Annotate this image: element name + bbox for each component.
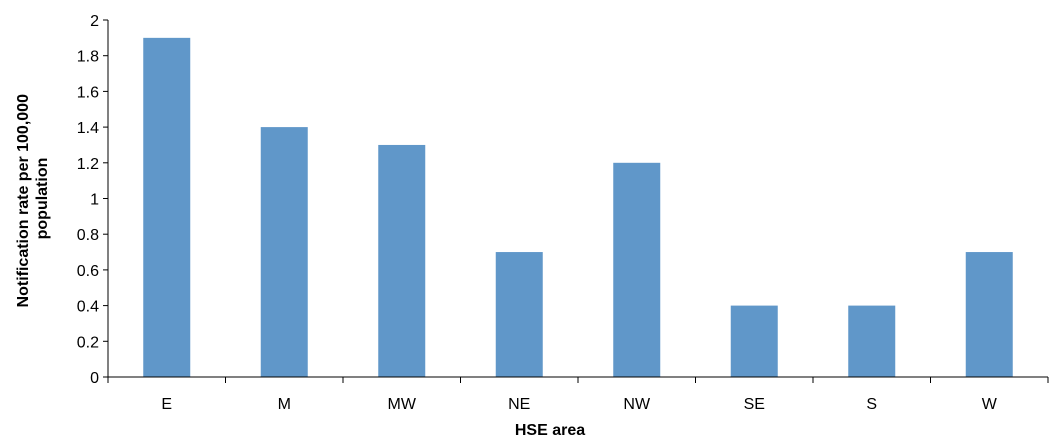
bar-s bbox=[848, 305, 896, 377]
x-tick-label: W bbox=[982, 396, 998, 413]
bar-nw bbox=[613, 162, 661, 377]
bars-layer bbox=[143, 37, 1013, 377]
y-tick-label: 0.4 bbox=[77, 299, 99, 316]
bar-w bbox=[965, 252, 1013, 377]
y-tick-label: 2 bbox=[90, 13, 99, 30]
x-ticks: E M MW NE NW SE S W bbox=[107, 377, 1049, 413]
y-tick-label: 1 bbox=[90, 192, 99, 209]
y-axis-title: Notification rate per 100,000 population bbox=[15, 90, 51, 308]
bar-e bbox=[143, 37, 191, 377]
x-axis-title: HSE area bbox=[515, 422, 585, 438]
bar-mw bbox=[378, 144, 426, 377]
y-tick-label: 1.8 bbox=[77, 49, 99, 66]
y-ticks: 0 0.2 0.4 0.6 0.8 1 1.2 1.4 1.6 1.8 2 bbox=[77, 13, 108, 387]
x-tick-label: M bbox=[278, 396, 291, 413]
y-axis-title-line-1: Notification rate per 100,000 bbox=[15, 94, 32, 308]
y-tick-label: 0.2 bbox=[77, 334, 99, 351]
x-tick-label: E bbox=[161, 396, 172, 413]
bar-se bbox=[730, 305, 778, 377]
y-axis-title-line-2: population bbox=[34, 158, 51, 240]
x-tick-label: SE bbox=[744, 396, 765, 413]
x-tick-label: NW bbox=[623, 396, 651, 413]
x-tick-label: S bbox=[866, 396, 877, 413]
y-tick-label: 0.6 bbox=[77, 263, 99, 280]
x-tick-label: MW bbox=[388, 396, 417, 413]
axes-layer bbox=[107, 20, 1048, 378]
y-tick-label: 0 bbox=[90, 370, 99, 387]
bar-ne bbox=[495, 252, 543, 377]
bar-m bbox=[260, 127, 308, 377]
x-tick-label: NE bbox=[508, 396, 530, 413]
y-tick-label: 1.4 bbox=[77, 120, 99, 137]
y-tick-label: 0.8 bbox=[77, 227, 99, 244]
y-tick-label: 1.6 bbox=[77, 84, 99, 101]
y-tick-label: 1.2 bbox=[77, 156, 99, 173]
